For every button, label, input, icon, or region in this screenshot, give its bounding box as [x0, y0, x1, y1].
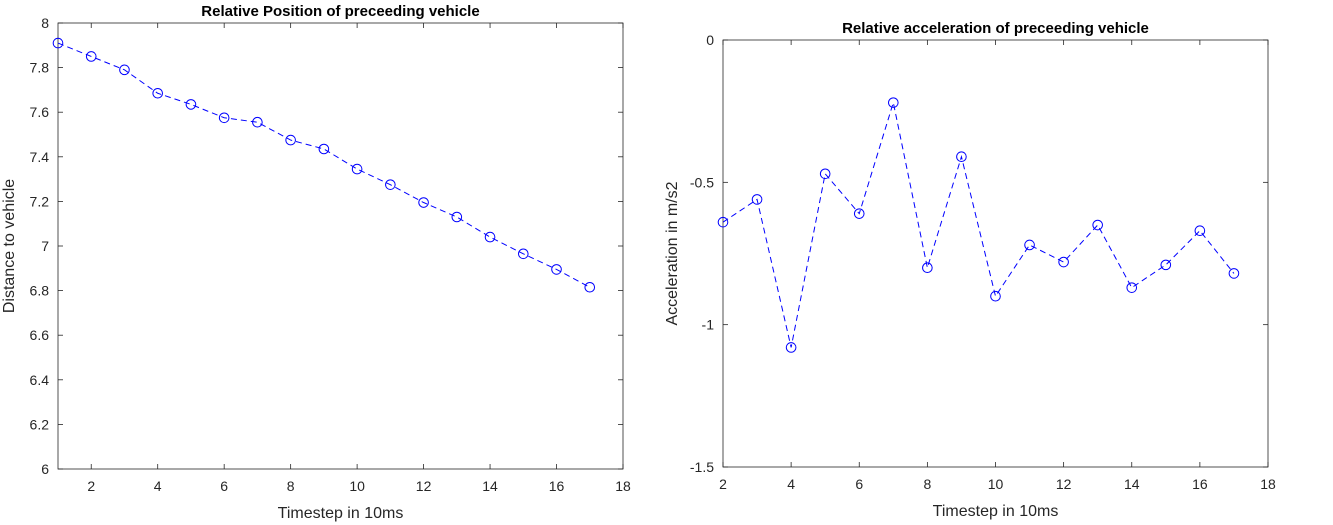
chart-1-xtick-label: 2: [719, 476, 727, 492]
chart-0-data-point: [252, 116, 263, 128]
chart-0-data-point: [351, 163, 363, 175]
chart-1-title: Relative acceleration of preceeding vehi…: [842, 20, 1149, 37]
chart-0-ytick-label: 6.2: [30, 416, 50, 432]
chart-1-data-point: [956, 151, 967, 163]
chart-1-xtick-label: 6: [855, 476, 863, 492]
chart-1-data-point: [1092, 219, 1103, 231]
chart-0-ytick-label: 7: [41, 238, 49, 254]
chart-0-title: Relative Position of preceeding vehicle: [201, 3, 479, 20]
chart-0-plot-area: [57, 22, 624, 470]
chart-0-data-point: [185, 99, 197, 110]
chart-1-data-point: [853, 208, 865, 219]
chart-0-data-point: [418, 197, 429, 208]
chart-1-data-point: [888, 97, 899, 108]
chart-1-series-line: [722, 102, 1235, 348]
chart-1-data-point: [1126, 282, 1138, 293]
chart-1-ylabel: Acceleration in m/s2: [664, 181, 681, 325]
chart-0-ytick-label: 6.8: [30, 283, 50, 299]
chart-0-xtick-label: 8: [287, 478, 295, 494]
chart-0-ytick-label: 7.2: [30, 193, 50, 209]
chart-1-data-point: [1024, 239, 1035, 251]
chart-0-data-point: [385, 179, 396, 190]
chart-1-data-point: [751, 194, 763, 205]
chart-0-xtick-label: 4: [154, 478, 162, 494]
chart-1-data-point: [990, 290, 1001, 302]
chart-0-xtick-label: 6: [220, 478, 228, 494]
chart-1-xtick-label: 4: [787, 476, 795, 492]
chart-0-ytick-label: 7.4: [30, 149, 50, 165]
chart-0-data-point: [152, 87, 164, 99]
chart-0-data-point: [517, 248, 529, 260]
chart-0-ytick-label: 7.8: [30, 60, 50, 76]
chart-1-data-point: [1228, 268, 1240, 279]
chart-1-data-point: [1194, 225, 1206, 237]
chart-0-xtick-label: 16: [549, 478, 565, 494]
chart-0-data-point: [484, 231, 496, 243]
chart-1-ytick-label: -0.5: [690, 174, 714, 190]
chart-0-data-point: [584, 281, 596, 293]
chart-1-data-point: [1160, 259, 1172, 271]
chart-0-xtick-label: 14: [482, 478, 498, 494]
chart-0-data-point: [218, 112, 230, 124]
chart-0-ytick-label: 6.4: [30, 372, 50, 388]
chart-1-ytick-label: -1: [702, 317, 715, 333]
chart-0-ytick-label: 7.6: [30, 104, 50, 120]
chart-1-xtick-label: 12: [1056, 476, 1072, 492]
chart-0-ylabel: Distance to vehicle: [1, 179, 18, 313]
chart-0-ytick-label: 6.6: [30, 327, 50, 343]
chart-1-ytick-label: 0: [706, 32, 714, 48]
chart-1-plot-area: [722, 39, 1269, 468]
chart-0-data-point: [451, 211, 463, 223]
chart-0-xtick-label: 2: [87, 478, 95, 494]
chart-0-data-point: [318, 143, 330, 155]
chart-0-ytick-label: 6: [41, 461, 49, 477]
chart-1-xtick-label: 14: [1124, 476, 1140, 492]
chart-1-xtick-label: 8: [923, 476, 931, 492]
chart-1-xtick-label: 16: [1192, 476, 1208, 492]
chart-1-data-point: [785, 342, 797, 353]
chart-1-data-point: [922, 262, 933, 274]
chart-0-xtick-label: 10: [349, 478, 365, 494]
chart-0-data-point: [551, 264, 562, 275]
chart-0-xtick-label: 12: [416, 478, 432, 494]
chart-1-xlabel: Timestep in 10ms: [933, 503, 1059, 520]
position-chart: 2 4 6 8 10 12 14 16 18 6 6.2 6.4 6.6 6.8 7 7.2 7.4 7.6 7.8…: [1, 3, 631, 522]
chart-0-data-point: [285, 134, 296, 146]
chart-0-xtick-label: 18: [615, 478, 631, 494]
chart-0-data-point: [85, 51, 97, 62]
chart-1-ytick-label: -1.5: [690, 459, 714, 475]
chart-1-data-point: [717, 216, 729, 228]
chart-0-data-point: [52, 37, 64, 49]
chart-0-ytick-label: 8: [41, 15, 49, 31]
acceleration-chart: 2 4 6 8 10 12 14 16 18 -1.5 -1 -0.5 0 Relative accele…: [664, 20, 1276, 520]
chart-1-data-point: [1058, 256, 1069, 268]
chart-1-data-point: [819, 168, 831, 180]
chart-0-xlabel: Timestep in 10ms: [278, 505, 404, 522]
chart-1-xtick-label: 10: [988, 476, 1004, 492]
chart-0-data-point: [119, 64, 130, 76]
chart-1-xtick-label: 18: [1260, 476, 1276, 492]
